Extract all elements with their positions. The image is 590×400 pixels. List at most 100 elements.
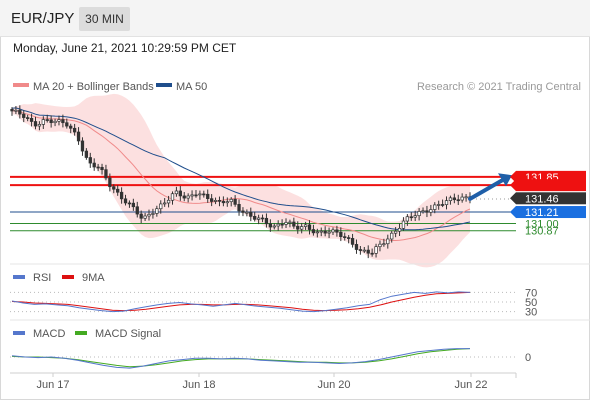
candle-body <box>92 162 96 168</box>
macd-pane: 0 <box>10 348 531 369</box>
candle-body <box>319 230 323 233</box>
price-label-support: 131.00 <box>525 219 559 231</box>
candle-body <box>112 186 116 190</box>
timestamp: Monday, June 21, 2021 10:29:59 PM CET <box>13 41 237 55</box>
candle-body <box>300 226 304 230</box>
rsi-line <box>11 291 471 313</box>
price-label-pointer <box>510 206 516 219</box>
rsi-legend-label: RSI <box>33 272 51 284</box>
forecast-arrow <box>468 173 516 201</box>
candle-body <box>268 223 273 228</box>
candle-body <box>448 197 453 201</box>
candle-body <box>366 249 370 254</box>
rsi-legend-swatch <box>13 275 25 279</box>
candle-body <box>327 231 331 234</box>
ma20-legend-swatch <box>13 83 29 87</box>
candle-body <box>288 221 292 224</box>
candle-body <box>382 243 386 246</box>
candle-body <box>460 196 464 201</box>
candle-body <box>456 199 460 202</box>
candle-body <box>241 210 245 213</box>
candle-body <box>311 229 316 234</box>
candle-body <box>108 177 112 188</box>
candle-body <box>249 211 253 217</box>
candle-body <box>198 193 202 196</box>
rsi-legend: RSI 9MA <box>13 272 105 284</box>
rsi-tick-label: 30 <box>525 307 537 319</box>
price-label-box <box>516 179 586 192</box>
candle-body <box>96 166 100 169</box>
candle-body <box>264 217 269 225</box>
candle-body <box>343 236 347 238</box>
candle-body <box>229 198 233 203</box>
candle-body <box>413 215 417 218</box>
x-axis-labels: Jun 17 Jun 18 Jun 20 Jun 22 <box>36 373 488 391</box>
credit-text: Research © 2021 Trading Central <box>417 81 581 93</box>
price-label-box <box>516 206 586 219</box>
candle-body <box>296 225 300 230</box>
candle-body <box>409 216 413 219</box>
candle-body <box>139 213 143 219</box>
candle-body <box>464 196 468 199</box>
candle-body <box>22 113 26 118</box>
candle-body <box>186 195 190 199</box>
candle-body <box>65 122 69 127</box>
moving-averages <box>11 107 471 241</box>
macd-signal-legend-swatch <box>75 331 87 335</box>
candle-body <box>116 188 120 193</box>
macd-line <box>11 348 470 369</box>
candle-body <box>417 211 421 217</box>
candle-body <box>444 200 449 206</box>
price-label-pointer <box>510 179 516 192</box>
candle-body <box>307 224 312 230</box>
header-bar: EUR/JPY 30 MIN <box>0 0 590 37</box>
rsi-ma-legend-swatch <box>62 275 74 279</box>
candle-body <box>100 166 104 171</box>
candle-body <box>84 150 89 158</box>
candle-body <box>256 217 261 220</box>
candle-body <box>119 191 124 200</box>
candle-body <box>362 249 366 252</box>
timeframe-button[interactable]: 30 MIN <box>79 7 130 31</box>
main-legend: MA 20 + Bollinger Bands MA 50 <box>13 81 207 93</box>
candle-body <box>260 217 265 220</box>
macd-signal-legend-label: MACD Signal <box>95 328 161 340</box>
candle-body <box>440 204 445 206</box>
candle-body <box>253 216 257 220</box>
candle-body <box>393 230 398 234</box>
candle-body <box>358 249 363 251</box>
x-tick-label: Jun 18 <box>182 379 215 391</box>
candle-body <box>131 202 136 208</box>
candle-body <box>45 119 49 121</box>
candle-body <box>49 119 53 124</box>
candle-body <box>346 237 351 239</box>
candle-body <box>14 109 18 112</box>
candle-body <box>206 193 210 199</box>
macd-legend-label: MACD <box>33 328 65 340</box>
price-label-pivot: 131.21 <box>525 207 559 219</box>
candle-body <box>127 202 132 205</box>
candle-body <box>209 198 214 202</box>
candle-body <box>303 224 308 227</box>
candle-body <box>18 109 22 115</box>
candle-body <box>166 199 171 204</box>
candle-body <box>331 229 335 233</box>
candle-body <box>80 140 85 152</box>
candle-body <box>354 244 359 250</box>
candle-body <box>437 204 441 206</box>
ma50-line <box>11 107 471 231</box>
candle-body <box>292 221 296 227</box>
candle-body <box>190 194 194 197</box>
candle-body <box>378 243 382 248</box>
candle-body <box>390 232 394 240</box>
candle-body <box>182 195 186 199</box>
candle-body <box>276 223 280 227</box>
price-label-support: 130.87 <box>525 226 559 238</box>
macd-legend: MACD MACD Signal <box>13 328 161 340</box>
candle-body <box>280 223 284 226</box>
candle-body <box>10 108 14 112</box>
candle-body <box>370 252 374 255</box>
candle-body <box>433 204 437 210</box>
